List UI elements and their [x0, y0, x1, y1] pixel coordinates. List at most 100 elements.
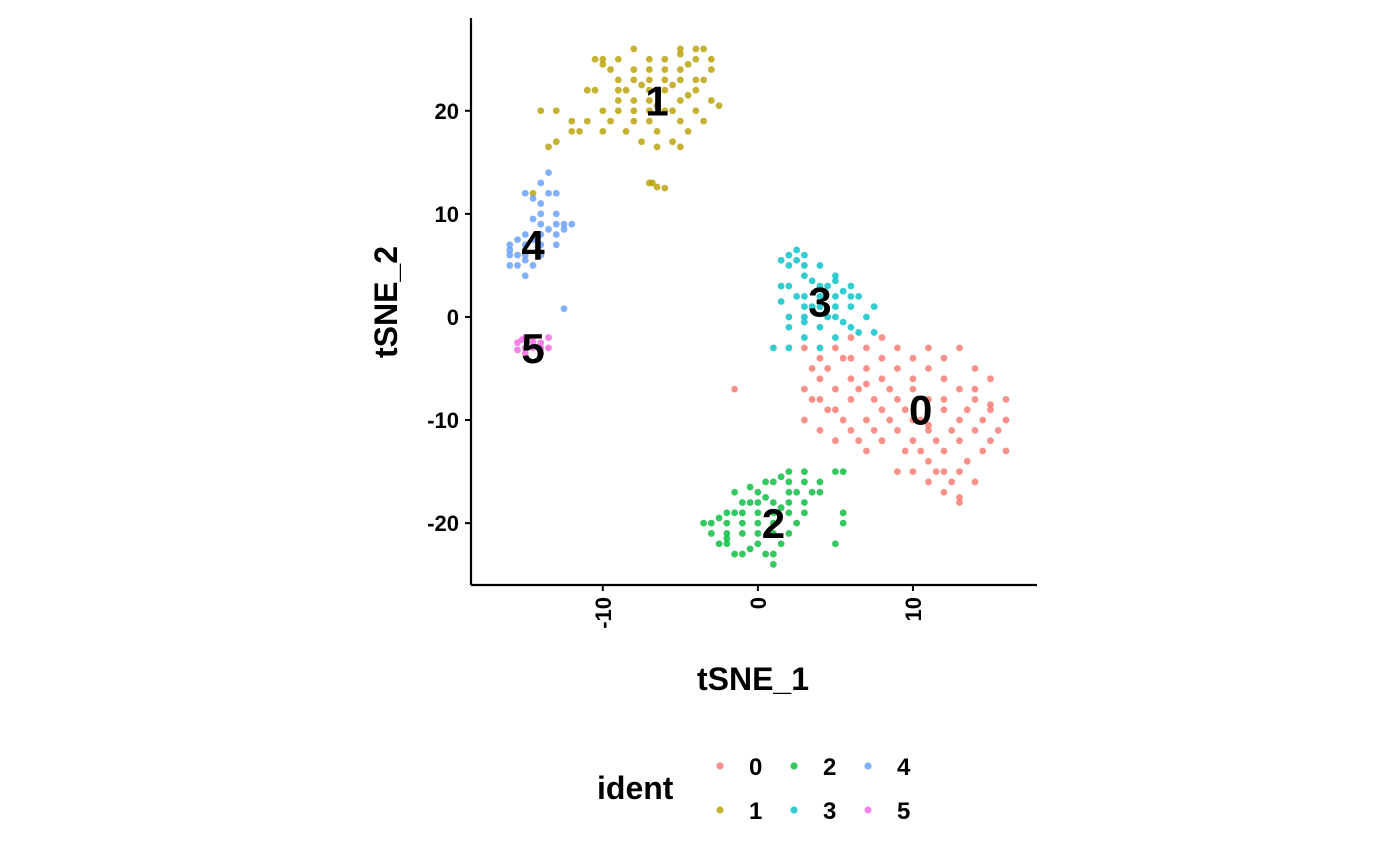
- data-point-3: [824, 282, 832, 290]
- data-point-2: [731, 488, 739, 496]
- data-point-3: [816, 292, 824, 300]
- data-point-0: [894, 396, 901, 403]
- data-point-1: [661, 76, 669, 84]
- data-point-1: [529, 189, 537, 197]
- data-point-2: [746, 545, 754, 553]
- data-point-2: [769, 519, 777, 527]
- data-point-1: [676, 97, 684, 104]
- data-point-1: [614, 86, 622, 94]
- data-point-2: [746, 483, 754, 491]
- data-point-0: [971, 478, 979, 486]
- data-point-2: [785, 468, 793, 475]
- data-point-1: [645, 55, 653, 63]
- data-point-0: [855, 385, 863, 393]
- data-point-1: [645, 117, 653, 125]
- data-point-1: [583, 86, 591, 94]
- data-point-2: [777, 540, 785, 548]
- data-point-4: [552, 189, 560, 197]
- data-point-2: [762, 550, 770, 558]
- data-point-0: [863, 416, 870, 424]
- data-point-0: [878, 437, 886, 445]
- data-point-2: [816, 478, 824, 486]
- data-point-2: [707, 530, 715, 537]
- data-point-3: [832, 303, 839, 311]
- data-point-0: [832, 406, 839, 414]
- data-point-4: [514, 262, 521, 269]
- data-point-3: [800, 313, 808, 321]
- data-point-1: [630, 66, 638, 73]
- data-point-2: [754, 509, 762, 517]
- data-point-4: [545, 225, 552, 233]
- data-point-0: [894, 365, 901, 372]
- legend-title: ident: [597, 770, 674, 806]
- data-point-1: [552, 138, 560, 146]
- data-point-5: [537, 344, 545, 352]
- data-point-2: [816, 488, 824, 496]
- data-point-1: [645, 97, 653, 104]
- data-point-3: [870, 303, 878, 311]
- data-point-0: [855, 437, 863, 445]
- data-point-1: [649, 179, 656, 187]
- data-point-2: [832, 468, 839, 475]
- y-tick-label: -10: [427, 408, 459, 433]
- x-axis-title: tSNE_1: [697, 661, 809, 697]
- data-point-0: [894, 468, 901, 475]
- data-point-1: [684, 91, 692, 99]
- data-point-3: [832, 292, 839, 300]
- data-point-3: [785, 323, 793, 331]
- data-point-2: [800, 509, 808, 517]
- data-point-0: [863, 365, 870, 372]
- data-point-4: [506, 246, 514, 254]
- data-point-2: [707, 519, 715, 527]
- data-point-3: [870, 329, 878, 336]
- data-point-1: [692, 86, 700, 94]
- data-point-1: [614, 55, 622, 63]
- data-point-1: [614, 97, 622, 104]
- data-point-0: [971, 426, 979, 434]
- data-point-0: [987, 406, 994, 414]
- data-point-0: [731, 385, 739, 393]
- data-point-3: [785, 262, 793, 269]
- data-point-0: [917, 416, 925, 424]
- data-point-0: [956, 416, 963, 424]
- data-point-4: [506, 251, 514, 259]
- data-point-0: [878, 334, 886, 341]
- data-point-0: [878, 354, 886, 362]
- data-point-0: [925, 478, 932, 486]
- data-point-0: [940, 406, 948, 414]
- data-point-1: [692, 107, 700, 115]
- data-point-3: [800, 292, 808, 300]
- data-point-2: [800, 468, 808, 475]
- data-point-4: [529, 262, 537, 269]
- data-point-0: [894, 344, 901, 352]
- data-point-1: [661, 66, 669, 73]
- data-point-0: [839, 416, 847, 424]
- data-point-1: [653, 143, 661, 151]
- data-point-5: [545, 334, 552, 341]
- data-point-4: [521, 189, 529, 197]
- data-point-0: [909, 468, 917, 475]
- data-point-0: [800, 416, 808, 424]
- data-point-0: [886, 416, 894, 424]
- data-point-1: [545, 143, 552, 151]
- legend-key-5: [864, 806, 872, 814]
- data-point-0: [909, 375, 917, 383]
- data-point-2: [746, 499, 754, 506]
- data-point-0: [816, 354, 824, 362]
- data-point-4: [560, 305, 568, 313]
- data-point-3: [785, 282, 793, 290]
- legend-label-5: 5: [897, 798, 910, 825]
- data-point-1: [661, 184, 669, 192]
- data-point-0: [925, 421, 932, 429]
- data-point-1: [622, 127, 630, 135]
- data-point-0: [932, 468, 940, 475]
- data-point-1: [591, 86, 599, 94]
- data-point-2: [723, 535, 731, 543]
- data-point-1: [707, 97, 715, 104]
- data-point-3: [824, 313, 832, 321]
- data-point-1: [645, 76, 653, 84]
- data-point-2: [769, 560, 777, 568]
- data-point-0: [847, 396, 855, 403]
- data-point-1: [669, 81, 676, 89]
- data-point-3: [863, 313, 870, 321]
